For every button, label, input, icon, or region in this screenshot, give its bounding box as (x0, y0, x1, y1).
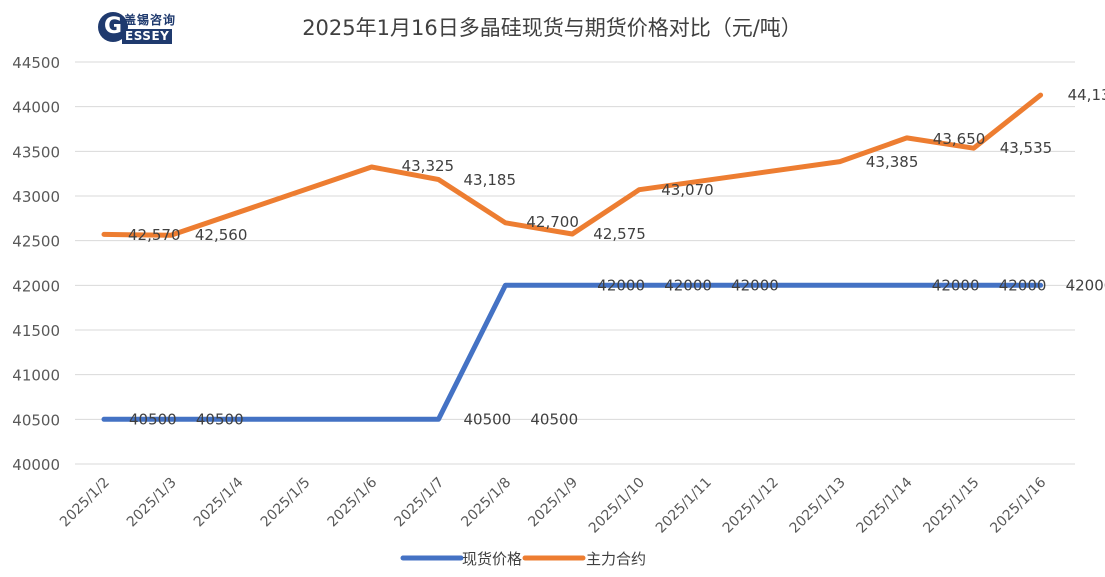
x-tick-label: 2025/1/6 (325, 474, 381, 530)
y-tick-label: 41500 (12, 322, 60, 340)
futures-data-label: 42,560 (195, 226, 248, 244)
x-tick-label: 2025/1/8 (458, 475, 514, 531)
spot-data-label: 42000 (999, 276, 1047, 294)
x-tick-label: 2025/1/14 (854, 474, 916, 536)
legend-label-1: 现货价格 (462, 550, 522, 568)
y-tick-label: 42000 (12, 277, 60, 295)
x-tick-label: 2025/1/9 (525, 475, 581, 531)
futures-data-label: 43,535 (1000, 139, 1052, 157)
y-axis: 40000 40500 41000 41500 42000 42500 43000 43500… (12, 54, 60, 474)
spot-data-label: 42000 (597, 276, 645, 294)
futures-data-label: 43,070 (661, 181, 714, 199)
y-tick-label: 42500 (12, 233, 60, 251)
logo-chinese-text: 盖锡咨询 (124, 13, 177, 27)
futures-data-label: 42,570 (128, 226, 181, 244)
y-tick-label: 40500 (12, 411, 60, 429)
x-tick-label: 2025/1/11 (653, 475, 715, 537)
logo-english-text: ESSEY (122, 29, 173, 44)
y-tick-label: 41000 (12, 367, 60, 385)
x-tick-label: 2025/1/16 (987, 474, 1049, 536)
x-tick-label: 2025/1/13 (787, 475, 849, 537)
y-tick-label: 44000 (12, 99, 60, 117)
futures-data-label: 43,325 (402, 157, 455, 175)
futures-data-label: 42,575 (593, 225, 646, 243)
spot-data-label: 40500 (129, 410, 177, 428)
spot-data-label: 40500 (464, 410, 512, 428)
spot-data-label: 42000 (664, 276, 712, 294)
logo-letter: G (103, 14, 123, 39)
x-tick-label: 2025/1/12 (720, 475, 782, 537)
spot-data-label: 40500 (530, 410, 578, 428)
spot-data-label: 40500 (196, 410, 244, 428)
data-labels: 40500 40500 40500 40500 42000 42000 42000 42000… (128, 86, 1105, 428)
spot-data-label: 42000 (1066, 276, 1105, 294)
x-tick-label: 2025/1/5 (258, 475, 314, 531)
series-line-2 (101, 92, 1044, 238)
legend: 现货价格 主力合约 (400, 550, 646, 568)
x-axis: 2025/1/2 2025/1/3 2025/1/4 2025/1/5 2025/1/6… (57, 474, 1049, 536)
gessey-logo: G 盖锡咨询 ESSEY (98, 10, 182, 46)
chart-title: 2025年1月16日多晶硅现货与期货价格对比（元/吨） (302, 16, 802, 40)
y-tick-label: 43500 (12, 143, 60, 161)
spot-data-label: 42000 (731, 276, 779, 294)
futures-data-label: 42,700 (526, 213, 579, 231)
x-tick-label: 2025/1/3 (124, 475, 180, 531)
y-tick-label: 44500 (12, 54, 60, 72)
futures-data-label: 43,185 (464, 171, 517, 189)
x-tick-label: 2025/1/10 (586, 475, 648, 537)
futures-data-label: 44,130 (1068, 86, 1105, 104)
x-tick-label: 2025/1/15 (920, 475, 982, 537)
spot-data-label: 42000 (932, 276, 980, 294)
x-tick-label: 2025/1/2 (57, 475, 113, 531)
legend-label-2: 主力合约 (586, 550, 646, 568)
gridlines (75, 61, 1075, 465)
futures-data-label: 43,650 (933, 130, 986, 148)
futures-data-label: 43,385 (866, 153, 919, 171)
x-tick-label: 2025/1/7 (392, 475, 448, 531)
series-lines (101, 92, 1044, 422)
y-tick-label: 40000 (12, 456, 60, 474)
y-tick-label: 43000 (12, 188, 60, 206)
series-line-1 (101, 282, 1044, 422)
x-tick-label: 2025/1/4 (191, 474, 247, 530)
